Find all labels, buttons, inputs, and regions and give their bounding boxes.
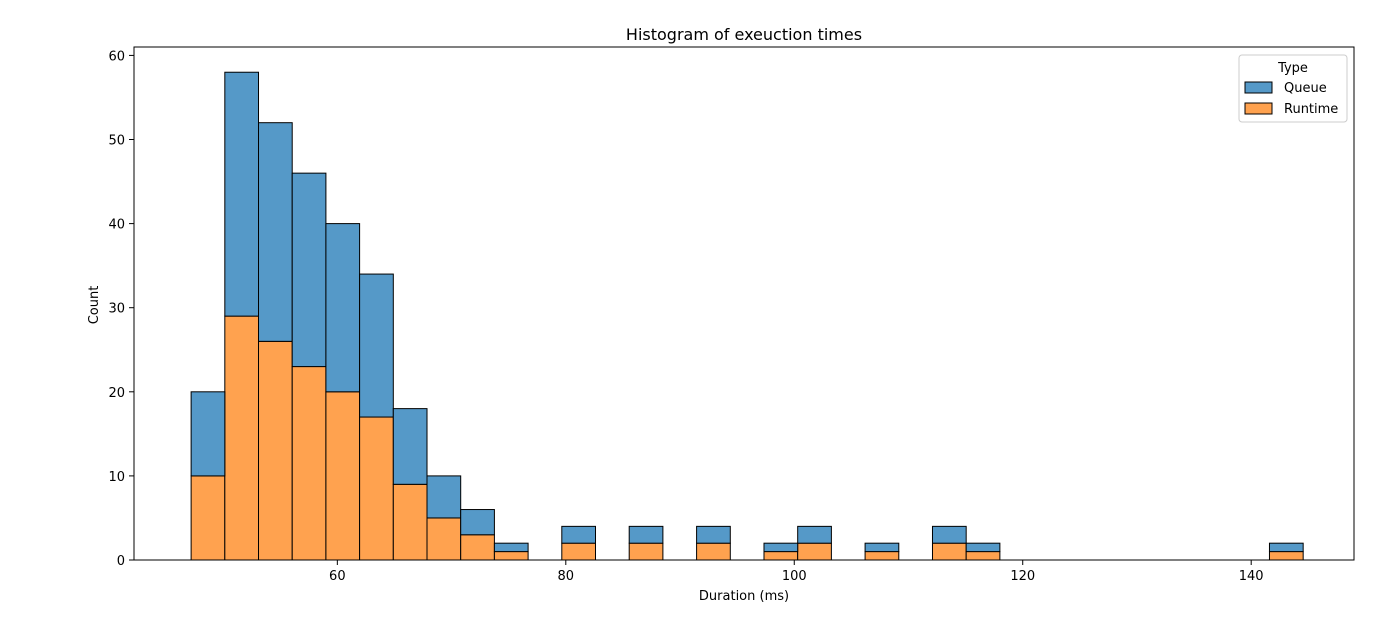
legend-label-runtime: Runtime [1284, 102, 1338, 117]
x-tick-label: 100 [782, 569, 807, 584]
bar-runtime-18 [1268, 551, 1304, 561]
bar-queue-6 [392, 408, 428, 485]
bar-runtime-5 [359, 416, 394, 561]
bar-runtime-2 [258, 340, 293, 561]
y-axis-label: Count [87, 286, 102, 325]
bar-queue-8 [460, 509, 495, 536]
bar-runtime-16 [931, 542, 967, 561]
y-tick-label: 0 [117, 554, 125, 569]
bar-runtime-3 [291, 366, 327, 561]
y-tick-label: 50 [108, 134, 125, 149]
bar-runtime-12 [696, 542, 731, 561]
bar-runtime-4 [325, 391, 361, 561]
bar-runtime-8 [460, 534, 495, 561]
bar-queue-15 [864, 542, 900, 553]
y-tick-label: 40 [108, 218, 125, 233]
legend-swatch-queue [1244, 81, 1273, 94]
bar-queue-16 [931, 525, 967, 544]
bar-queue-14 [797, 525, 832, 544]
bar-runtime-7 [426, 517, 462, 561]
bar-runtime-1 [224, 315, 260, 561]
legend-swatch-runtime [1244, 102, 1273, 115]
x-tick-label: 120 [1010, 569, 1035, 584]
y-tick-label: 20 [108, 386, 125, 401]
bars-layer [190, 71, 1304, 561]
bar-queue-11 [628, 525, 664, 544]
bar-queue-2 [258, 122, 293, 342]
y-axis: 0 10 20 30 40 50 60 [108, 49, 134, 569]
bar-queue-9 [493, 542, 529, 553]
bar-queue-12 [696, 525, 731, 544]
x-axis: 60 80 100 120 140 [329, 560, 1264, 584]
bar-runtime-6 [392, 483, 428, 561]
bar-runtime-17 [965, 551, 1001, 561]
bar-runtime-10 [561, 542, 596, 561]
x-tick-label: 140 [1239, 569, 1264, 584]
bar-runtime-13 [763, 551, 799, 561]
bar-runtime-15 [864, 551, 900, 561]
bar-queue-13 [763, 542, 799, 553]
y-tick-label: 30 [108, 302, 125, 317]
bar-queue-18 [1268, 542, 1304, 553]
bar-queue-17 [965, 542, 1001, 553]
bar-runtime-9 [493, 551, 529, 561]
x-axis-label: Duration (ms) [699, 589, 789, 604]
bar-queue-1 [224, 71, 260, 317]
bar-runtime-14 [797, 542, 832, 561]
legend-label-queue: Queue [1284, 81, 1327, 96]
bar-queue-0 [190, 391, 226, 477]
chart-title: Histogram of exeuction times [626, 25, 862, 44]
bar-runtime-11 [628, 542, 664, 561]
y-tick-label: 10 [108, 470, 125, 485]
x-tick-label: 60 [329, 569, 346, 584]
plot-frame [133, 46, 1355, 561]
bar-queue-5 [359, 273, 394, 418]
bar-queue-10 [561, 525, 596, 544]
legend: Type Queue Runtime [1238, 54, 1348, 123]
bar-runtime-0 [190, 475, 226, 561]
legend-title: Type [1277, 61, 1308, 76]
y-tick-label: 60 [108, 49, 125, 64]
x-tick-label: 80 [558, 569, 575, 584]
bar-queue-4 [325, 223, 361, 393]
bar-queue-3 [291, 172, 327, 368]
bar-queue-7 [426, 475, 462, 519]
